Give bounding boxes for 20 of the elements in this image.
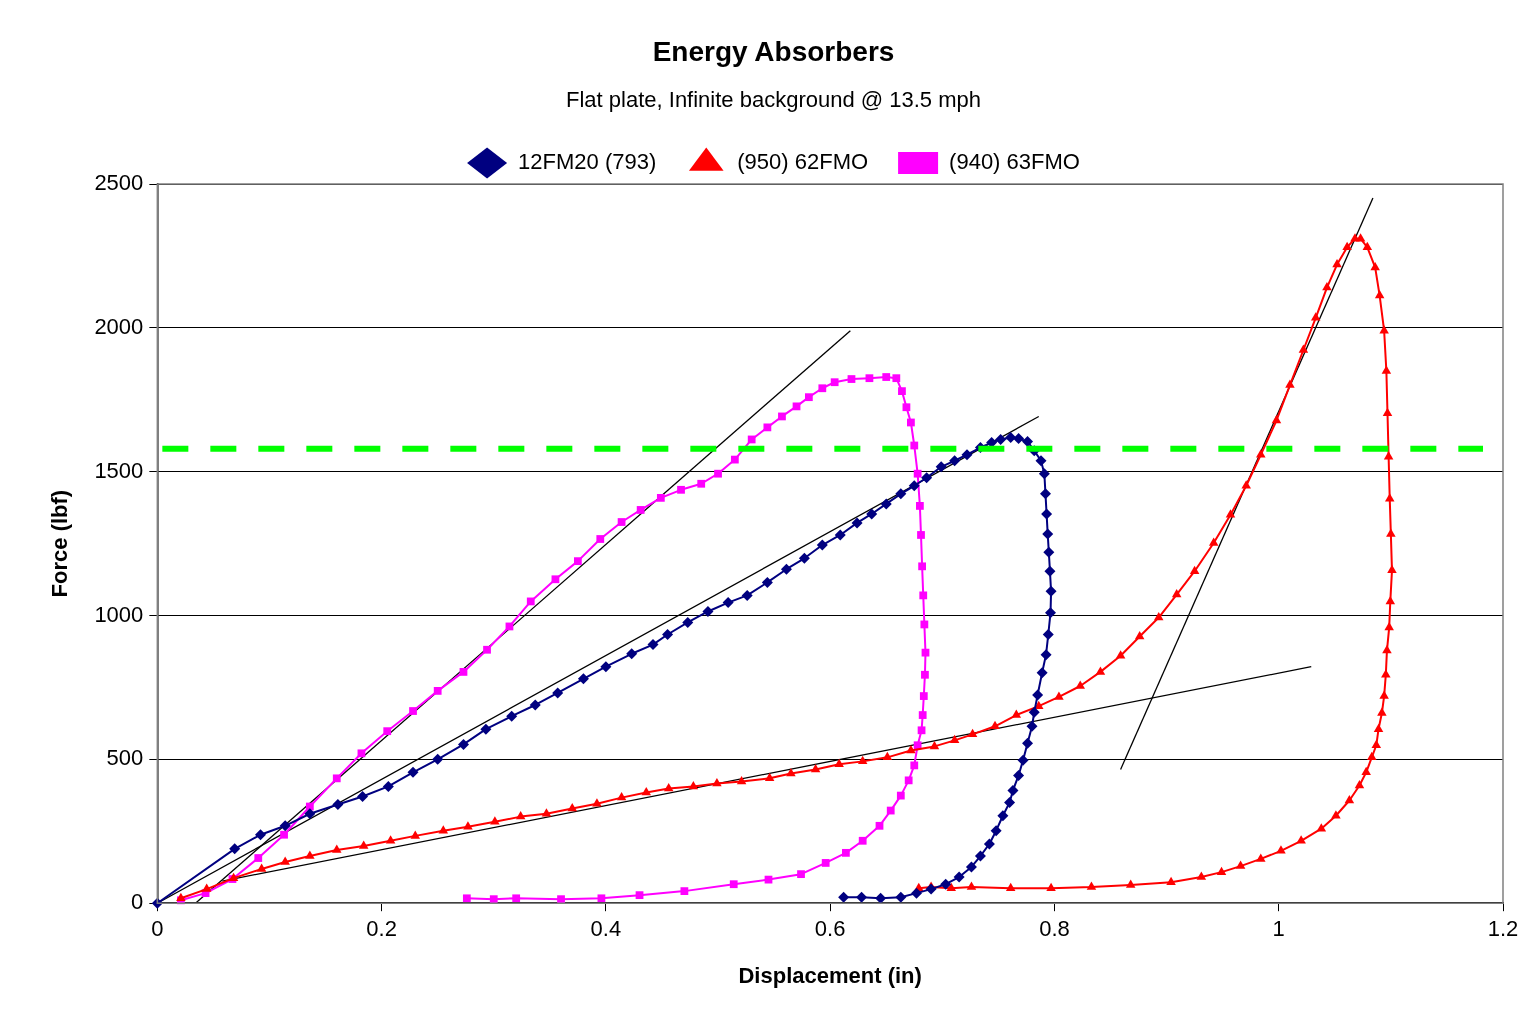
x-axis-title: Displacement (in) <box>738 962 922 988</box>
legend-label: 12FM20 (793) <box>518 149 657 175</box>
x-tick-label: 0 <box>151 916 164 942</box>
y-tick-label: 0 <box>131 889 144 915</box>
y-tick-label: 2500 <box>94 170 144 196</box>
x-tick-label: 1.2 <box>1487 916 1519 942</box>
y-tick-label: 1000 <box>94 601 144 627</box>
x-tick-label: 1 <box>1272 916 1285 942</box>
x-tick-label: 0.8 <box>1039 916 1070 942</box>
legend-label: (950) 62FMO <box>737 149 869 175</box>
y-tick-label: 2000 <box>94 313 144 339</box>
x-tick-label: 0.6 <box>814 916 846 942</box>
y-axis-title: Force (lbf) <box>47 489 73 598</box>
chart-subtitle: Flat plate, Infinite background @ 13.5 mph <box>566 86 981 112</box>
y-tick-label: 500 <box>106 745 144 771</box>
x-tick-label: 0.2 <box>366 916 397 942</box>
legend-label: (940) 63FMO <box>949 149 1080 175</box>
y-tick-label: 1500 <box>94 457 144 483</box>
x-tick-label: 0.4 <box>590 916 622 942</box>
chart-title: Energy Absorbers <box>652 35 895 67</box>
